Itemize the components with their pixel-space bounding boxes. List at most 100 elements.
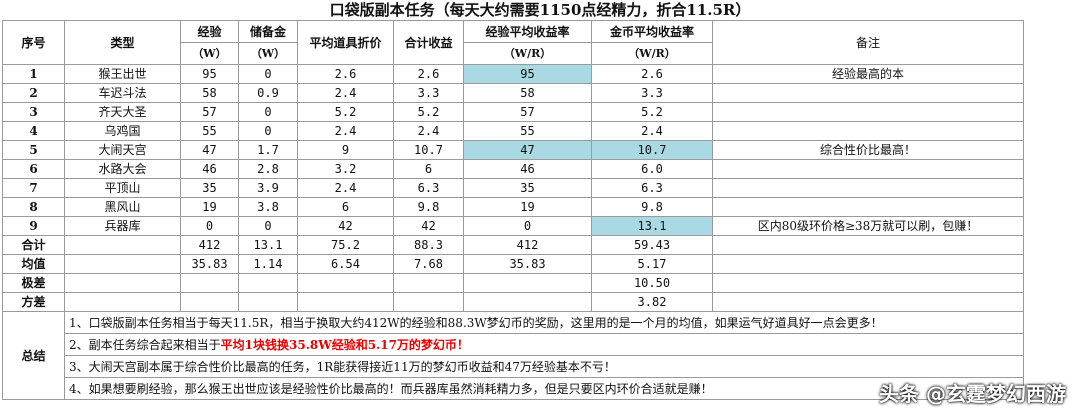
mean-exp-rate: 35.83 xyxy=(463,254,592,274)
header-exp-rate: 经验平均收益率 xyxy=(463,20,592,43)
table-row: 4 乌鸡国 55 0 2.4 2.4 55 2.4 xyxy=(2,121,1024,141)
header-type: 类型 xyxy=(64,20,181,65)
summary-label: 总结 xyxy=(2,311,65,400)
header-coin-rate: 金币平均收益率 xyxy=(591,20,713,43)
range-row: 极差 10.50 xyxy=(2,273,1024,293)
cell-coin-rate: 2.4 xyxy=(591,121,713,141)
cell-type: 乌鸡国 xyxy=(64,121,181,141)
page-title: 口袋版副本任务（每天大约需要1150点经精力，折合11.5R） xyxy=(329,1,751,19)
cell-idx: 3 xyxy=(2,102,65,122)
header-idx: 序号 xyxy=(2,20,65,65)
cell-exp-rate: 58 xyxy=(463,83,592,103)
cell-exp-rate: 35 xyxy=(463,178,592,198)
cell-item: 2.4 xyxy=(297,83,394,103)
table-row: 9 兵器库 0 0 42 42 0 13.1 区内80级环价格≥38万就可以刷，包赚！ xyxy=(2,216,1024,236)
cell-exp-rate: 95 xyxy=(463,64,592,84)
header-exp-unit: （W） xyxy=(180,42,239,65)
cell-exp: 95 xyxy=(180,64,239,84)
header-exp: 经验 xyxy=(180,20,239,43)
variance-label: 方差 xyxy=(2,292,65,312)
cell-note: 区内80级环价格≥38万就可以刷，包赚！ xyxy=(712,216,1024,236)
summary-line-2-prefix: 2、副本任务综合起来相当于 xyxy=(69,337,221,352)
table-row: 2 车迟斗法 58 0.9 2.4 3.3 58 3.3 xyxy=(2,83,1024,103)
cell-total: 6 xyxy=(393,159,464,179)
cell-note: 综合性价比最高！ xyxy=(712,140,1024,160)
cell-exp-rate: 19 xyxy=(463,197,592,217)
range-coin-rate: 10.50 xyxy=(591,273,713,293)
variance-coin-rate: 3.82 xyxy=(591,292,713,312)
cell-exp-rate: 47 xyxy=(463,140,592,160)
cell-note xyxy=(712,83,1024,103)
sum-row: 合计 412 13.1 75.2 88.3 412 59.43 xyxy=(2,235,1024,255)
watermark: 头条 @玄霆梦幻西游 xyxy=(879,382,1066,406)
sum-exp-rate: 412 xyxy=(463,235,592,255)
header-coin-rate-unit: （W/R） xyxy=(591,42,713,65)
range-label: 极差 xyxy=(2,273,65,293)
cell-note xyxy=(712,178,1024,198)
cell-exp: 47 xyxy=(180,140,239,160)
sum-note xyxy=(712,235,1024,255)
cell-exp: 0 xyxy=(180,216,239,236)
mean-exp: 35.83 xyxy=(180,254,239,274)
cell-idx: 7 xyxy=(2,178,65,198)
cell-exp: 58 xyxy=(180,83,239,103)
cell-note: 经验最高的本 xyxy=(712,64,1024,84)
header-gold-unit: （W） xyxy=(238,42,298,65)
table-row: 6 水路大会 46 2.8 3.2 6 46 6.0 xyxy=(2,159,1024,179)
cell-gold: 2.8 xyxy=(238,159,298,179)
cell-type: 齐天大圣 xyxy=(64,102,181,122)
cell-idx: 4 xyxy=(2,121,65,141)
cell-coin-rate: 6.3 xyxy=(591,178,713,198)
cell-coin-rate: 3.3 xyxy=(591,83,713,103)
cell-item: 6 xyxy=(297,197,394,217)
cell-note xyxy=(712,197,1024,217)
mean-type xyxy=(64,254,181,274)
cell-type: 车迟斗法 xyxy=(64,83,181,103)
cell-exp-rate: 57 xyxy=(463,102,592,122)
cell-exp: 46 xyxy=(180,159,239,179)
cell-gold: 1.7 xyxy=(238,140,298,160)
summary-line-2: 2、副本任务综合起来相当于平均1块钱换35.8W经验和5.17万的梦幻币！ xyxy=(64,333,1024,356)
cell-item: 2.4 xyxy=(297,121,394,141)
cell-coin-rate: 13.1 xyxy=(591,216,713,236)
summary-row-4: 4、如果想要刷经验，那么猴王出世应该是经验性价比最高的！而兵器库虽然消耗精力多，… xyxy=(3,377,1024,400)
mean-label: 均值 xyxy=(2,254,65,274)
table-row: 5 大闹天宫 47 1.7 9 10.7 47 10.7 综合性价比最高！ xyxy=(2,140,1024,160)
cell-gold: 3.8 xyxy=(238,197,298,217)
cell-total: 42 xyxy=(393,216,464,236)
cell-note xyxy=(712,121,1024,141)
summary-line-1: 1、口袋版副本任务相当于每天11.5R，相当于换取大约412W的经验和88.3W… xyxy=(64,311,1024,334)
cell-gold: 0 xyxy=(238,102,298,122)
cell-exp: 55 xyxy=(180,121,239,141)
cell-exp: 19 xyxy=(180,197,239,217)
cell-coin-rate: 9.8 xyxy=(591,197,713,217)
summary-row-2: 2、副本任务综合起来相当于平均1块钱换35.8W经验和5.17万的梦幻币！ xyxy=(3,333,1024,356)
cell-gold: 0.9 xyxy=(238,83,298,103)
cell-idx: 5 xyxy=(2,140,65,160)
task-table: 序号 类型 经验 储备金 平均道具折价 合计收益 经验平均收益率 金币平均收益率… xyxy=(2,20,1024,400)
cell-item: 9 xyxy=(297,140,394,160)
cell-total: 2.6 xyxy=(393,64,464,84)
cell-coin-rate: 5.2 xyxy=(591,102,713,122)
sum-item: 75.2 xyxy=(297,235,394,255)
cell-note xyxy=(712,102,1024,122)
sum-type xyxy=(64,235,181,255)
cell-note xyxy=(712,159,1024,179)
cell-total: 3.3 xyxy=(393,83,464,103)
table-row: 8 黑风山 19 3.8 6 9.8 19 9.8 xyxy=(2,197,1024,217)
summary-line-3: 3、大闹天宫副本属于综合性价比最高的任务，1R能获得接近11万的梦幻币收益和47… xyxy=(64,355,1024,378)
cell-exp-rate: 55 xyxy=(463,121,592,141)
cell-exp-rate: 46 xyxy=(463,159,592,179)
header-exp-rate-unit: （W/R） xyxy=(463,42,592,65)
cell-idx: 6 xyxy=(2,159,65,179)
summary-line-2-highlight: 平均1块钱换35.8W经验和5.17万的梦幻币！ xyxy=(220,337,469,352)
cell-item: 42 xyxy=(297,216,394,236)
table-row: 1 猴王出世 95 0 2.6 2.6 95 2.6 经验最高的本 xyxy=(2,64,1024,84)
cell-gold: 3.9 xyxy=(238,178,298,198)
cell-gold: 0 xyxy=(238,64,298,84)
header-item: 平均道具折价 xyxy=(297,20,394,65)
header-note: 备注 xyxy=(712,20,1024,65)
summary-line-4: 4、如果想要刷经验，那么猴王出世应该是经验性价比最高的！而兵器库虽然消耗精力多，… xyxy=(64,377,1024,400)
cell-coin-rate: 10.7 xyxy=(591,140,713,160)
cell-type: 黑风山 xyxy=(64,197,181,217)
